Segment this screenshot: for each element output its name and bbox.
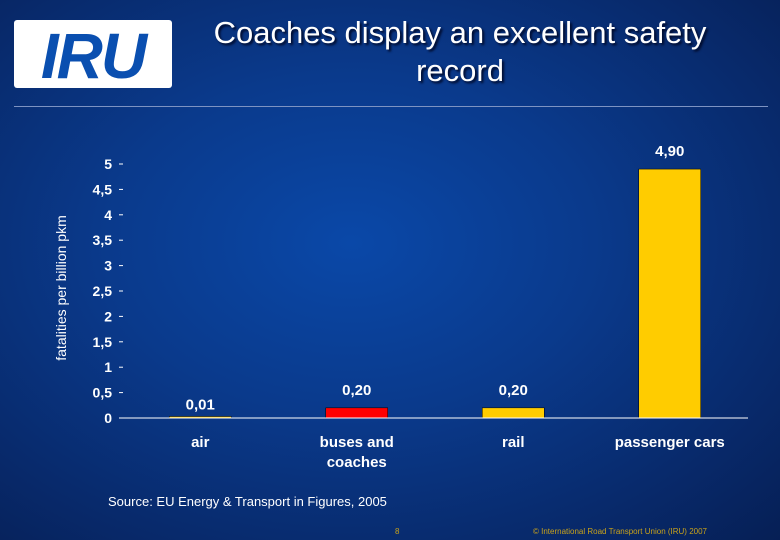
bar <box>482 407 545 419</box>
title-divider <box>14 106 768 107</box>
y-tick-label: 2 <box>104 308 112 324</box>
iru-logo-text: IRU <box>41 20 149 88</box>
y-tick-label: 5 <box>104 156 112 172</box>
y-tick-label: 0,5 <box>93 385 113 401</box>
data-label: 4,90 <box>655 143 684 160</box>
data-label: 0,01 <box>186 396 215 413</box>
source-note: Source: EU Energy & Transport in Figures… <box>108 494 387 509</box>
data-label: 0,20 <box>342 382 371 399</box>
y-tick-label: 0 <box>104 410 112 426</box>
bar <box>638 168 701 419</box>
y-tick-label: 3 <box>104 258 112 274</box>
slide-number: 8 <box>395 527 400 536</box>
y-tick-label: 3,5 <box>93 232 113 248</box>
iru-logo-graphic: IRU <box>41 20 151 88</box>
x-tick-label: passenger cars <box>615 434 725 451</box>
x-tick-label: air <box>191 434 210 451</box>
bar <box>325 407 388 419</box>
copyright-note: © International Road Transport Union (IR… <box>533 527 707 536</box>
y-tick-label: 4 <box>104 207 112 223</box>
page-title: Coaches display an excellent safety reco… <box>213 15 707 88</box>
y-tick-label: 1 <box>104 359 112 375</box>
y-tick-label: 1,5 <box>93 334 113 350</box>
y-axis-label: fatalities per billion pkm <box>53 215 69 361</box>
data-label: 0,20 <box>499 382 528 399</box>
x-tick-label: buses and coaches <box>320 434 394 471</box>
y-tick-label: 2,5 <box>93 283 113 299</box>
iru-logo: IRU <box>14 20 172 88</box>
y-tick-label: 4,5 <box>93 181 113 197</box>
x-tick-label: rail <box>502 434 525 451</box>
